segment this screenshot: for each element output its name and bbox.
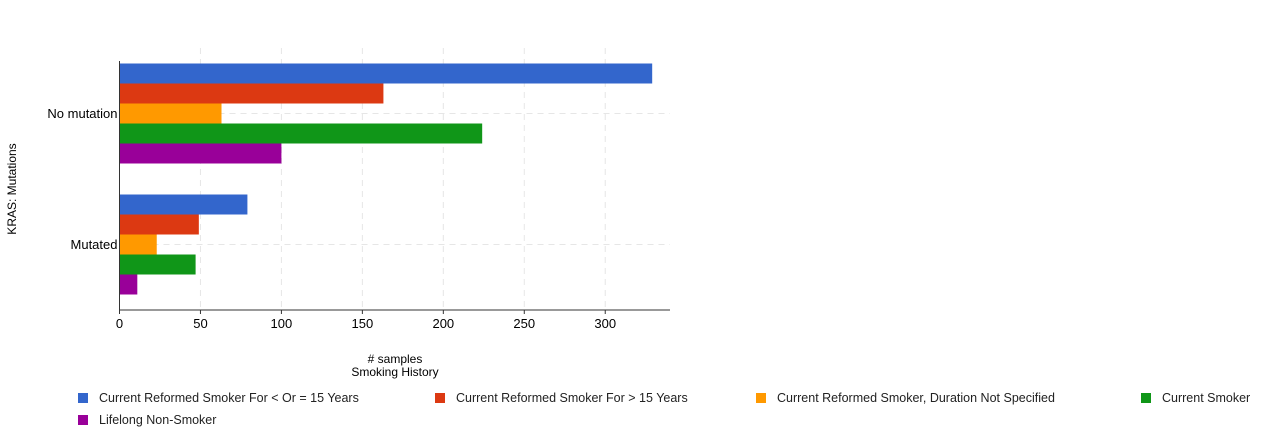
axes-group xyxy=(119,61,670,311)
legend-swatch-2 xyxy=(756,393,766,403)
bar-1-4[interactable] xyxy=(119,274,138,295)
bar-1-2[interactable] xyxy=(119,234,157,255)
x-tick-label-6: 300 xyxy=(594,316,616,331)
legend-label-0: Current Reformed Smoker For < Or = 15 Ye… xyxy=(99,391,359,405)
x-tick-label-1: 50 xyxy=(193,316,207,331)
bar-1-1[interactable] xyxy=(119,214,199,235)
category-label-1: Mutated xyxy=(71,237,118,252)
bar-0-1[interactable] xyxy=(119,83,384,104)
x-tick-label-2: 100 xyxy=(271,316,293,331)
x-ticks-group: 0 50 100 150 200 250 300 xyxy=(116,310,616,331)
legend-item-3[interactable]: Current Smoker xyxy=(1141,389,1250,407)
category-label-0: No mutation xyxy=(47,106,117,121)
legend-label-4: Lifelong Non-Smoker xyxy=(99,413,217,427)
bar-0-0[interactable] xyxy=(119,63,653,84)
x-tick-label-4: 200 xyxy=(432,316,454,331)
legend-item-0[interactable]: Current Reformed Smoker For < Or = 15 Ye… xyxy=(78,389,359,407)
legend-item-2[interactable]: Current Reformed Smoker, Duration Not Sp… xyxy=(756,389,1055,407)
bar-0-2[interactable] xyxy=(119,103,222,124)
legend-label-1: Current Reformed Smoker For > 15 Years xyxy=(456,391,688,405)
bar-1-0[interactable] xyxy=(119,194,248,215)
legend: Current Reformed Smoker For < Or = 15 Ye… xyxy=(78,389,1278,429)
x-tick-label-5: 250 xyxy=(513,316,535,331)
y-axis-title: KRAS: Mutations xyxy=(5,143,19,234)
bar-0-3[interactable] xyxy=(119,123,483,144)
x-tick-label-3: 150 xyxy=(352,316,374,331)
legend-label-3: Current Smoker xyxy=(1162,391,1251,405)
legend-swatch-1 xyxy=(435,393,445,403)
legend-swatch-0 xyxy=(78,393,88,403)
bars-group xyxy=(119,63,653,295)
legend-swatch-4 xyxy=(78,415,88,425)
legend-swatch-3 xyxy=(1141,393,1151,403)
legend-item-1[interactable]: Current Reformed Smoker For > 15 Years xyxy=(435,389,688,407)
x-tick-label-0: 0 xyxy=(116,316,123,331)
legend-item-4[interactable]: Lifelong Non-Smoker xyxy=(78,411,216,429)
legend-label-2: Current Reformed Smoker, Duration Not Sp… xyxy=(777,391,1055,405)
bar-0-4[interactable] xyxy=(119,143,282,164)
bar-chart: 0 50 100 150 200 250 300 No mutation Mutated # … xyxy=(5,48,670,379)
bar-1-3[interactable] xyxy=(119,254,196,275)
category-labels-group: No mutation Mutated xyxy=(47,106,117,252)
x-axis-title: # samples xyxy=(368,352,423,366)
x-axis-subtitle: Smoking History xyxy=(351,365,438,379)
